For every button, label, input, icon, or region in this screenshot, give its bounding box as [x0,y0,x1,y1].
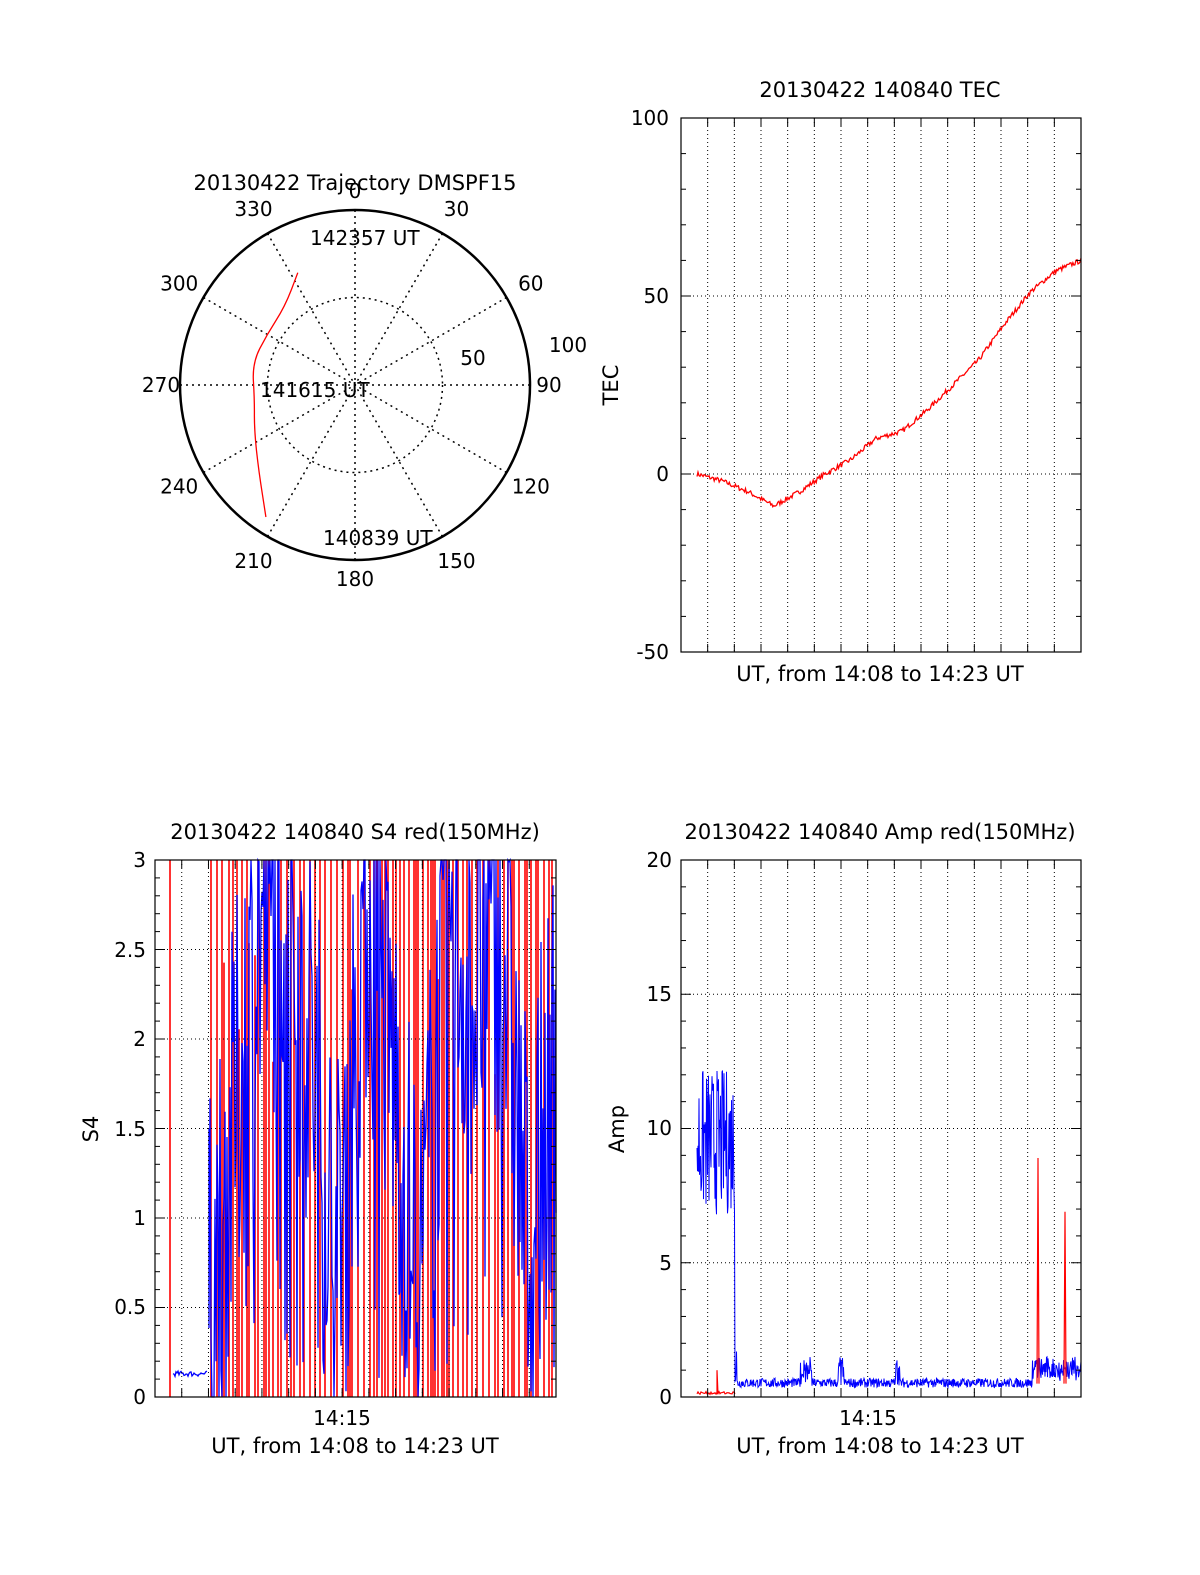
tec-ytick-0: 0 [656,462,669,486]
s4-ytick-3: 3 [133,848,146,872]
tec-title: 20130422 140840 TEC [759,78,1000,102]
polar-azimuth-labels: 0 30 60 90 120 150 180 210 240 270 300 330 [142,179,562,591]
polar-azimuth-label: 210 [234,549,272,573]
polar-azimuth-label: 150 [437,549,475,573]
amp-xlabel: UT, from 14:08 to 14:23 UT [736,1434,1024,1458]
annotation-end-time: 142357 UT [310,226,420,250]
s4-title: 20130422 140840 S4 red(150MHz) [170,820,540,844]
amp-red-series [696,1157,1067,1396]
annotation-mid-time: 141615 UT [260,378,370,402]
polar-grid-circle-50 [266,296,444,474]
polar-azimuth-label: 240 [160,475,198,499]
s4-ytick-0: 0 [133,1385,146,1409]
tec-axes-frame [680,117,1082,653]
amp-ticks [681,860,1081,1397]
amp-ytick-15: 15 [647,982,672,1006]
s4-ytick-2: 2 [133,1027,146,1051]
amp-ytick-5: 5 [659,1251,672,1275]
polar-azimuth-label: 120 [512,475,550,499]
annotation-start-time: 140839 UT [323,526,433,550]
tec-grid [681,118,1081,652]
polar-title: 20130422 Trajectory DMSPF15 [193,171,516,195]
polar-azimuth-label: 270 [142,373,180,397]
s4-xtick-1415: 14:15 [313,1406,371,1430]
amp-xtick-1415: 14:15 [839,1406,897,1430]
s4-xlabel: UT, from 14:08 to 14:23 UT [211,1434,499,1458]
s4-ytick-1: 1 [133,1206,146,1230]
amp-blue-series [696,1070,1082,1390]
polar-grid [180,210,530,560]
tec-plot: 20130422 140840 TEC 100 50 0 -50 TEC UT,… [599,78,1082,686]
polar-elev-label-50: 50 [460,346,485,370]
s4-grid [155,860,556,1397]
amp-grid [681,860,1081,1397]
polar-outer-circle [178,208,532,562]
trajectory-line [252,272,299,518]
amp-ytick-0: 0 [659,1385,672,1409]
tec-series-line [696,258,1082,508]
polar-plot: 20130422 Trajectory DMSPF15 0 30 60 90 120 15… [142,171,587,591]
polar-azimuth-label: 30 [444,197,469,221]
tec-ytick-minus50: -50 [636,640,669,664]
tec-ytick-50: 50 [644,284,669,308]
polar-azimuth-label: 330 [234,197,272,221]
polar-grid-spoke [266,233,444,537]
s4-ytick-0.5: 0.5 [114,1295,146,1319]
polar-azimuth-label: 60 [518,272,543,296]
polar-azimuth-label: 180 [336,567,374,591]
amp-ylabel: Amp [605,1105,629,1153]
polar-azimuth-label: 300 [160,272,198,296]
amp-ytick-20: 20 [647,848,672,872]
tec-ylabel: TEC [599,365,623,407]
amp-ytick-10: 10 [647,1116,672,1140]
s4-ylabel: S4 [79,1116,103,1143]
s4-ytick-2.5: 2.5 [114,938,146,962]
tec-ytick-100: 100 [631,106,669,130]
s4-ytick-1.5: 1.5 [114,1117,146,1141]
amp-title: 20130422 140840 Amp red(150MHz) [684,820,1075,844]
s4-plot: 20130422 140840 S4 red(150MHz) 3 2.5 2 1… [79,820,557,1458]
polar-azimuth-label: 90 [536,373,561,397]
s4-ticks [155,860,556,1397]
amp-plot: 20130422 140840 Amp red(150MHz) 20 15 10… [605,820,1082,1458]
tec-ticks [681,118,1081,652]
tec-xlabel: UT, from 14:08 to 14:23 UT [736,662,1024,686]
polar-elev-label-100: 100 [549,333,587,357]
polar-azimuth-label: 0 [349,179,362,203]
